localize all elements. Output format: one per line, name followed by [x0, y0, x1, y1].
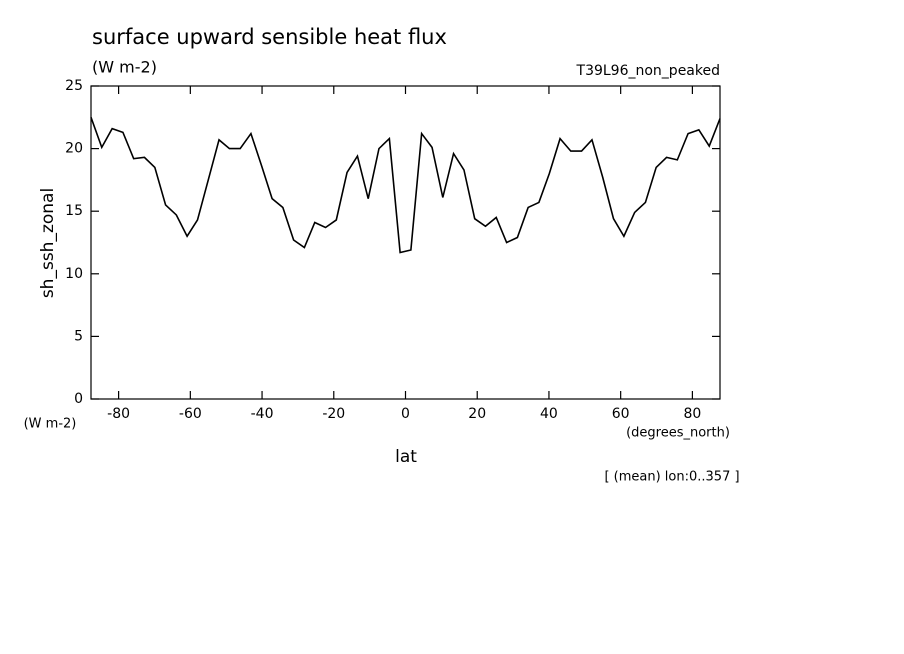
x-tick-label: -80	[107, 406, 130, 422]
y-axis-label: sh_ssh_zonal	[38, 188, 58, 298]
y-tick-label: 20	[65, 141, 83, 157]
plot-frame	[90, 85, 721, 400]
x-tick-label: -60	[179, 406, 202, 422]
x-tick-label: 60	[612, 406, 630, 422]
y-unit: (W m-2)	[24, 417, 77, 432]
y-tick-label: 0	[74, 391, 83, 407]
x-unit: (degrees_north)	[626, 426, 730, 441]
x-tick-label: 20	[468, 406, 486, 422]
x-axis-label: lat	[395, 447, 417, 467]
y-tick-label: 25	[65, 78, 83, 94]
chart-title: surface upward sensible heat flux	[92, 25, 447, 49]
data-line	[90, 117, 721, 254]
y-tick-label: 5	[74, 328, 83, 344]
x-tick-label: 40	[540, 406, 558, 422]
y-tick-label: 10	[65, 266, 83, 282]
x-tick-label: 0	[401, 406, 410, 422]
experiment-label: T39L96_non_peaked	[576, 63, 720, 79]
subtitle: (W m-2)	[92, 58, 157, 77]
x-tick-label: -40	[251, 406, 274, 422]
y-tick-label: 15	[65, 203, 83, 219]
x-tick-label: 80	[683, 406, 701, 422]
footnote: [ (mean) lon:0..357 ]	[604, 470, 739, 485]
x-tick-label: -20	[322, 406, 345, 422]
